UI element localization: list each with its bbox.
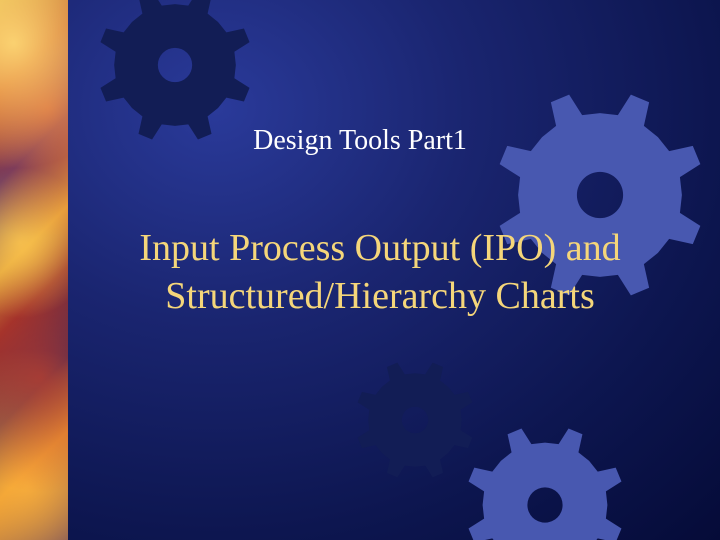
gear-top-left: [97, 0, 253, 143]
gear-bottom-center: [355, 360, 475, 480]
decorative-left-strip: [0, 0, 68, 540]
presentation-slide: Design Tools Part1 Input Process Output …: [0, 0, 720, 540]
slide-subtitle: Design Tools Part1: [150, 125, 570, 157]
slide-title: Input Process Output (IPO) and Structure…: [105, 225, 655, 320]
gear-bottom-right: [465, 425, 625, 540]
